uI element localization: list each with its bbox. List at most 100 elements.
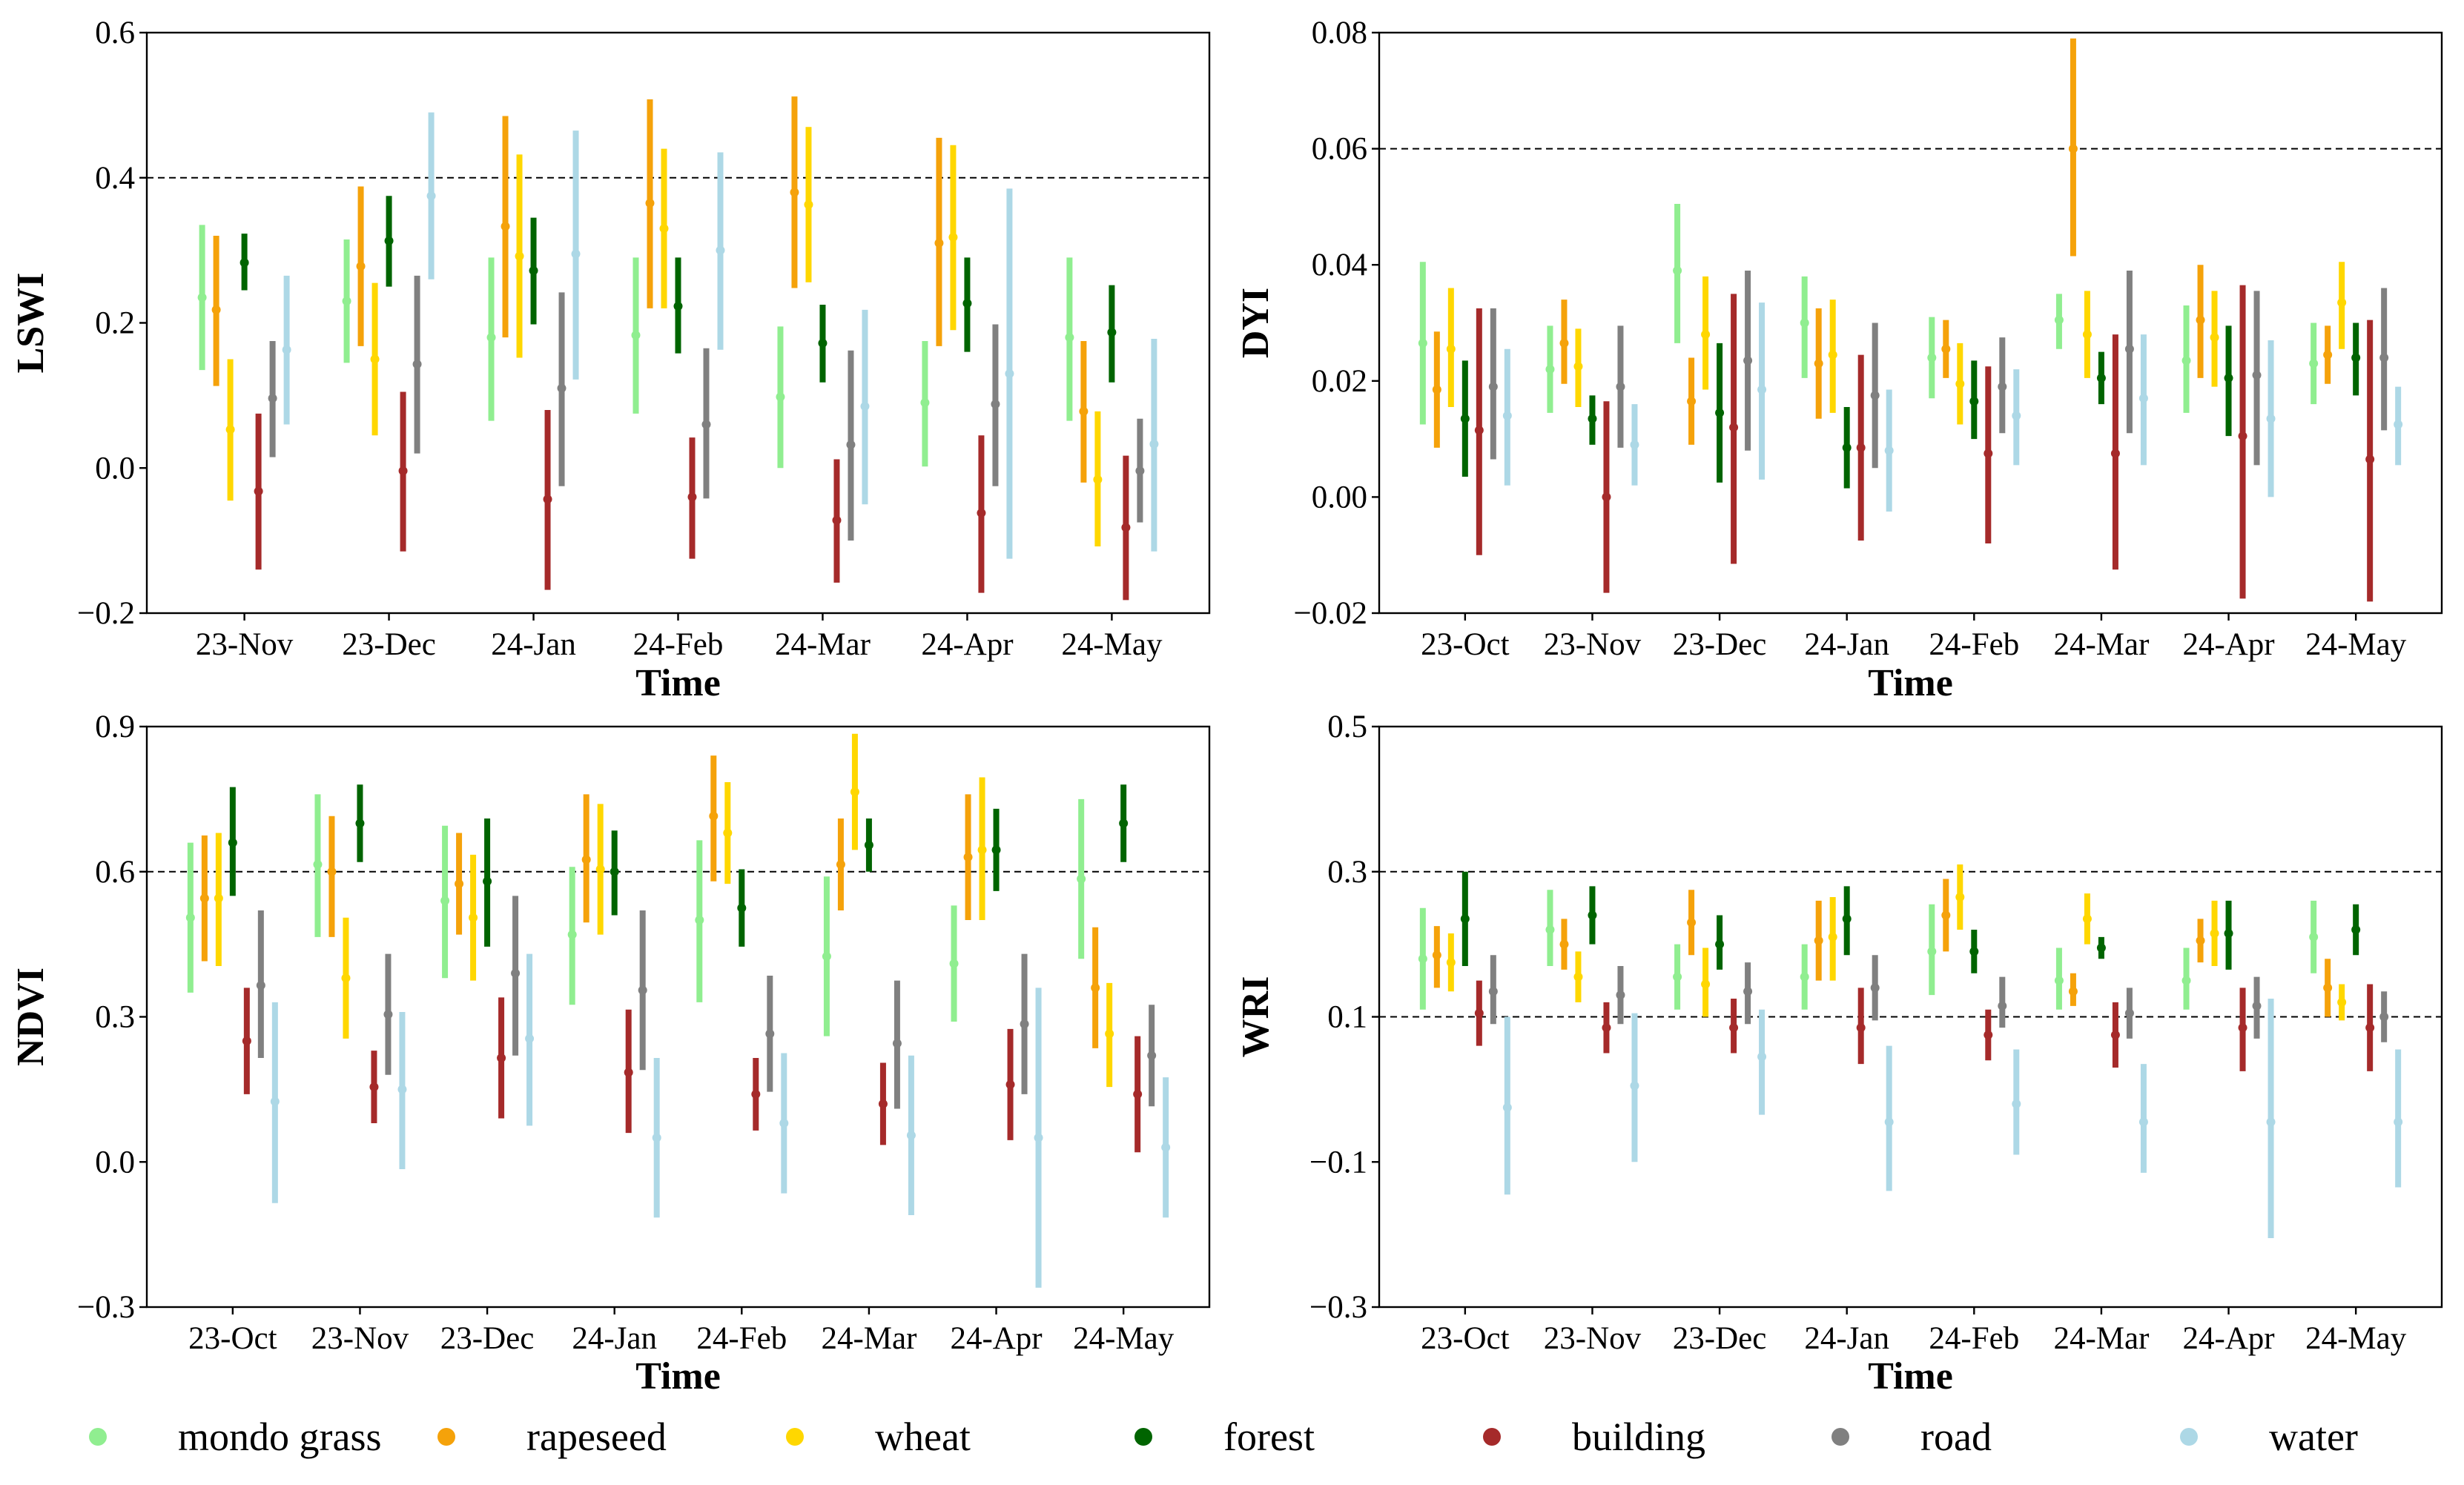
data-point [571, 249, 581, 259]
data-point [483, 876, 492, 886]
series-rapeseed [211, 96, 1089, 483]
dyi-panel: −0.02 0.00 0.02 0.04 0.06 0.08 23-Oct 23-Nov 23-… [1235, 16, 2443, 704]
data-point [659, 224, 669, 234]
data-point [327, 867, 337, 876]
data-point [2012, 1099, 2021, 1108]
data-point [1743, 987, 1753, 996]
data-point [2309, 932, 2319, 942]
y-tick-label: 0.3 [95, 1000, 135, 1035]
data-point [610, 867, 619, 876]
data-point [525, 1033, 535, 1043]
data-point [977, 845, 987, 855]
data-point [440, 896, 450, 905]
data-point [1093, 474, 1103, 484]
x-tick-label: 24-Mar [775, 627, 871, 662]
data-point [1161, 1142, 1171, 1152]
data-point [2068, 987, 2078, 996]
data-point [2365, 1023, 2375, 1033]
data-point [1446, 344, 1456, 354]
series-water [1502, 302, 2403, 512]
data-point [1432, 385, 1441, 394]
data-point [765, 1029, 775, 1039]
y-tick-label: 0.06 [1312, 132, 1367, 167]
data-point [624, 1068, 633, 1077]
data-point [1743, 356, 1753, 366]
data-point [1545, 925, 1555, 935]
x-tick-label: 23-Dec [342, 627, 436, 662]
wri-panel: −0.3 −0.1 0.1 0.3 0.5 23-Oct 23-Nov 23-Dec 24-Ja… [1235, 710, 2443, 1398]
legend-label: building [1572, 1415, 1705, 1459]
series-road [268, 275, 1145, 541]
data-point [342, 297, 351, 306]
data-point [1941, 344, 1951, 354]
data-point [1842, 443, 1852, 452]
x-tick-label: 24-Apr [950, 1321, 1042, 1356]
data-point [1757, 385, 1767, 394]
data-point [687, 492, 697, 502]
data-point [2124, 344, 2134, 354]
data-point [1020, 1019, 1029, 1029]
legend-item-forest: forest [1134, 1415, 1315, 1459]
data-point [1687, 397, 1697, 406]
data-point [2124, 1008, 2134, 1018]
data-point [1927, 353, 1937, 363]
data-point [701, 420, 711, 429]
x-tick-label: 24-May [2305, 627, 2407, 662]
x-tick-label: 23-Dec [1673, 627, 1767, 662]
data-point [1800, 972, 1809, 982]
data-point [1701, 330, 1711, 340]
legend-label: mondo grass [178, 1415, 381, 1459]
data-point [185, 913, 195, 922]
data-point [515, 251, 524, 261]
data-point [1729, 1023, 1739, 1033]
legend-label: water [2269, 1415, 2358, 1459]
data-point [1856, 443, 1866, 452]
x-axis-title: Time [635, 662, 721, 704]
data-point [211, 305, 221, 314]
data-point [1005, 1079, 1015, 1089]
legend-item-building: building [1483, 1415, 1705, 1459]
series-building [1474, 285, 2375, 602]
x-tick-label: 24-Feb [1929, 627, 2019, 662]
series-mondo-grass [1418, 203, 2319, 425]
data-point [1502, 411, 1512, 420]
data-point [2110, 449, 2120, 458]
x-tick-label: 23-Nov [196, 627, 294, 662]
x-tick-label: 23-Nov [1544, 627, 1642, 662]
data-point [1616, 382, 1625, 391]
plot-frame [145, 725, 1211, 1309]
legend-marker [1483, 1428, 1501, 1446]
data-point [822, 951, 831, 961]
series-mondo-grass [185, 794, 1086, 1036]
x-tick-label: 24-Feb [1929, 1321, 2019, 1356]
data-point [2337, 997, 2347, 1007]
data-point [2096, 373, 2106, 383]
data-point [2196, 936, 2205, 945]
data-point [1870, 391, 1880, 400]
data-point [557, 383, 567, 393]
data-point [214, 893, 223, 903]
series-building [254, 391, 1131, 601]
x-tick-label: 24-Apr [2182, 627, 2274, 662]
series-forest [1460, 323, 2361, 489]
data-point [1149, 439, 1159, 449]
data-point [818, 338, 828, 348]
data-point [1588, 910, 1597, 920]
data-point [2252, 1001, 2262, 1011]
x-tick-label: 23-Nov [311, 1321, 409, 1356]
x-tick-label: 24-Feb [696, 1321, 787, 1356]
legend: mondo grass rapeseed wheat forest building ro… [89, 1415, 2358, 1459]
data-point [892, 1039, 902, 1048]
data-point [716, 245, 725, 255]
data-point [1998, 1001, 2007, 1011]
data-point [1488, 987, 1498, 996]
data-point [638, 985, 647, 995]
y-tick-label: −0.1 [1309, 1145, 1367, 1180]
data-point [878, 1099, 888, 1108]
legend-marker [1134, 1428, 1152, 1446]
data-point [1091, 983, 1100, 993]
data-point [991, 400, 1000, 409]
data-point [543, 495, 552, 504]
data-point [1757, 1052, 1767, 1062]
data-point [2224, 928, 2233, 938]
